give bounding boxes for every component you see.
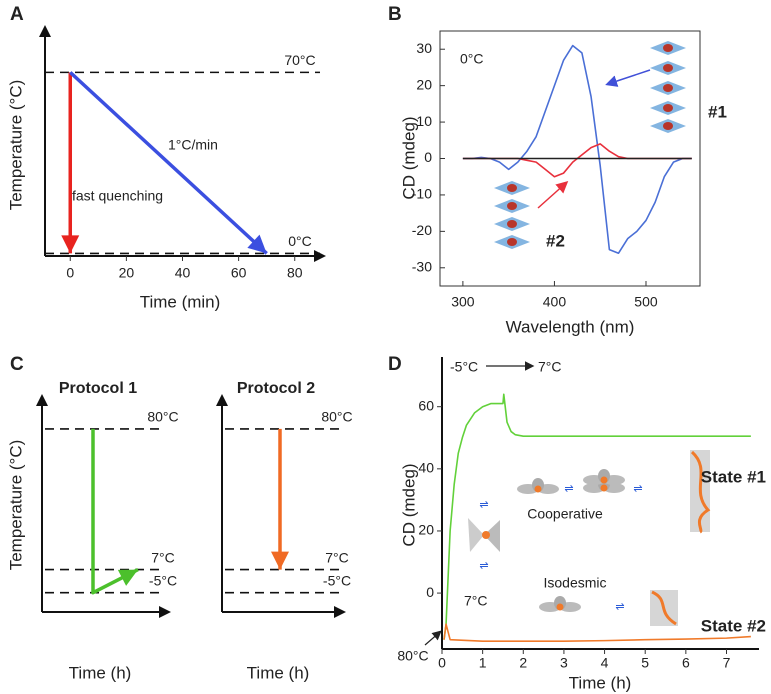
- x-tick-label: 400: [543, 294, 567, 310]
- y-tick-label: 30: [416, 40, 432, 56]
- arrowhead: [36, 394, 48, 406]
- series-line: [462, 143, 692, 178]
- series-label: #1: [708, 102, 727, 121]
- reference-label: 70°C: [284, 52, 315, 68]
- x-tick-label: 20: [119, 265, 135, 281]
- panel-label: A: [10, 4, 24, 25]
- reference-label: -5°C: [149, 572, 177, 588]
- x-tick-label: 3: [560, 655, 568, 671]
- arrowhead: [39, 25, 51, 37]
- y-tick-label: 60: [418, 397, 434, 413]
- reference-label: 7°C: [325, 549, 349, 565]
- annotation: Cooperative: [527, 506, 603, 522]
- x-tick-label: 80: [287, 265, 303, 281]
- y-tick-label: 20: [416, 76, 432, 92]
- reference-label: 80°C: [147, 409, 178, 425]
- arrowhead: [271, 551, 289, 570]
- y-axis-label: Temperature (°C): [6, 440, 25, 571]
- x-tick-label: 1: [479, 655, 487, 671]
- x-tick-label: 0: [66, 265, 74, 281]
- series-label: #2: [546, 231, 565, 250]
- series-line: [69, 71, 268, 255]
- series-label: 1°C/min: [168, 137, 218, 153]
- arrowhead: [216, 394, 228, 406]
- helix-icon: [650, 41, 686, 133]
- x-axis-label: Time (h): [247, 663, 310, 682]
- annotation: 80°C: [397, 648, 428, 664]
- x-tick-label: 5: [641, 655, 649, 671]
- x-axis-label: Time (min): [140, 292, 221, 311]
- reference-label: 80°C: [321, 409, 352, 425]
- series-line: [462, 44, 692, 255]
- reference-label: 7°C: [151, 549, 175, 565]
- arrowhead: [334, 606, 346, 618]
- panel-label: C: [10, 354, 24, 375]
- y-tick-label: -20: [412, 222, 432, 238]
- y-axis-label: CD (mdeg): [399, 116, 418, 199]
- svg-text:⇌: ⇌: [479, 560, 488, 572]
- series-line: [443, 393, 751, 640]
- annotation: 0°C: [460, 51, 484, 67]
- x-tick-label: 2: [519, 655, 527, 671]
- y-axis-label: CD (mdeg): [399, 463, 418, 546]
- pointer-arrow: [537, 181, 569, 209]
- series-line: [91, 428, 139, 595]
- series-label: State #1: [701, 467, 766, 486]
- arrowhead: [117, 569, 138, 586]
- subplot-title: Protocol 1: [59, 380, 137, 397]
- y-tick-label: 10: [416, 113, 432, 129]
- y-tick-label: -30: [412, 258, 432, 274]
- annotation: 7°C: [538, 359, 562, 375]
- x-axis-label: Time (h): [69, 663, 132, 682]
- arrowhead: [61, 235, 80, 254]
- x-tick-label: 4: [601, 655, 609, 671]
- svg-text:⇌: ⇌: [615, 601, 624, 613]
- series-label: State #2: [701, 616, 766, 635]
- panel-label: D: [388, 354, 402, 375]
- x-tick-label: 6: [682, 655, 690, 671]
- annotation: 7°C: [464, 593, 488, 609]
- x-tick-label: 0: [438, 655, 446, 671]
- arrowhead: [247, 234, 267, 254]
- y-tick-label: 0: [424, 149, 432, 165]
- svg-text:⇌: ⇌: [564, 483, 573, 495]
- x-tick-label: 500: [634, 294, 658, 310]
- reference-label: 0°C: [288, 233, 312, 249]
- y-tick-label: -10: [412, 186, 432, 202]
- x-tick-label: 300: [451, 294, 475, 310]
- x-tick-label: 7: [723, 655, 731, 671]
- series-line: [443, 623, 751, 643]
- x-tick-label: 40: [175, 265, 191, 281]
- reference-label: -5°C: [323, 572, 351, 588]
- y-tick-label: 20: [418, 522, 434, 538]
- panel-label: B: [388, 4, 402, 25]
- y-axis-label: Temperature (°C): [6, 80, 25, 211]
- x-axis-label: Wavelength (nm): [506, 317, 635, 336]
- annotation: -5°C: [450, 359, 478, 375]
- y-tick-label: 40: [418, 460, 434, 476]
- svg-text:⇌: ⇌: [479, 499, 488, 511]
- annotation: Isodesmic: [543, 575, 606, 591]
- svg-text:⇌: ⇌: [633, 483, 642, 495]
- arrowhead: [159, 606, 171, 618]
- x-axis-label: Time (h): [569, 673, 632, 692]
- pointer-arrow: [605, 69, 651, 87]
- assembly-scheme: ⇌ ⇌ ⇌ ⇌ ⇌: [468, 450, 711, 626]
- series-label: fast quenching: [72, 188, 163, 204]
- helix-icon: [494, 181, 530, 249]
- y-tick-label: 0: [426, 584, 434, 600]
- start-arrow: [424, 630, 442, 646]
- arrowhead: [314, 250, 326, 262]
- x-tick-label: 60: [231, 265, 247, 281]
- subplot-title: Protocol 2: [237, 380, 315, 397]
